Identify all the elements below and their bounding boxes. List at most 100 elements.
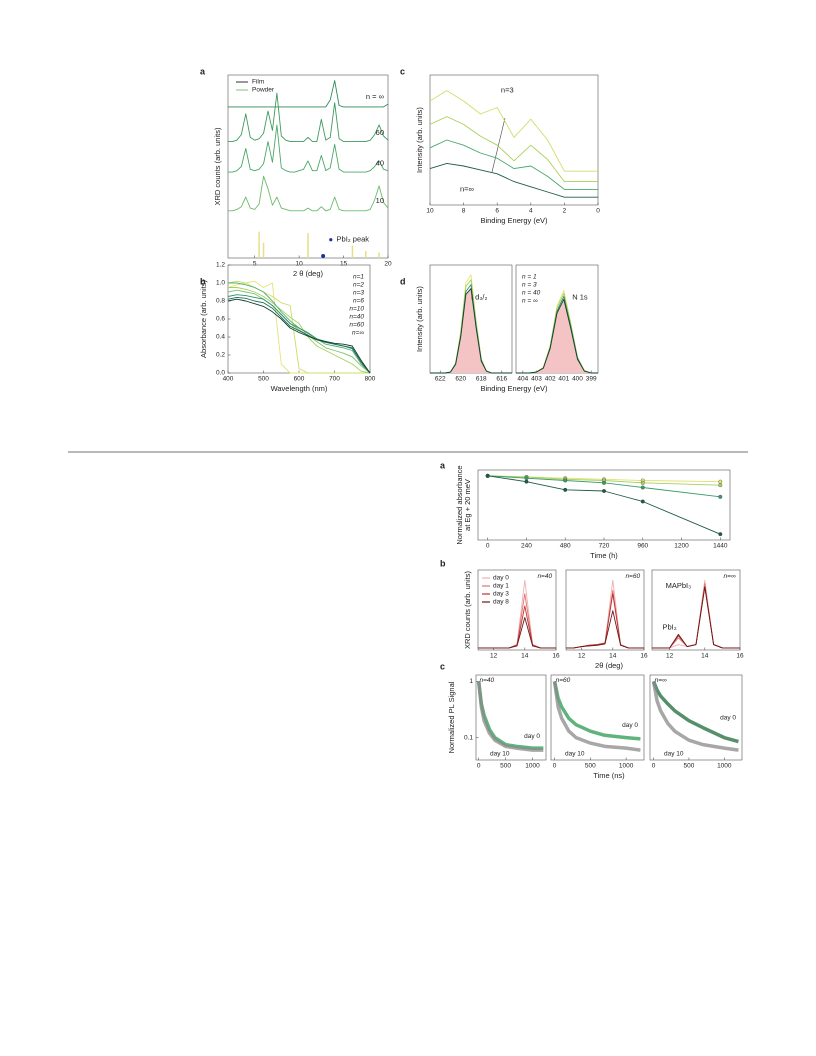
x-tick-label: 0	[553, 763, 557, 770]
x-tick-label: 4	[529, 208, 533, 215]
data-point	[640, 485, 645, 490]
x-tick-label: 20	[384, 261, 392, 268]
data-point	[524, 479, 529, 484]
y-tick-label: 0.4	[216, 334, 225, 341]
data-point	[602, 489, 606, 493]
data-point	[485, 473, 490, 478]
series-line	[476, 681, 544, 752]
data-point	[563, 478, 568, 483]
data-point	[524, 476, 529, 481]
legend-marker	[329, 238, 333, 242]
y-tick-label: 0.8	[216, 298, 225, 305]
data-point	[640, 499, 645, 504]
x-tick-label: 401	[558, 376, 569, 383]
x-tick-label: 6	[495, 208, 499, 215]
panel-letter: b	[440, 558, 446, 568]
annotation: I d₃/₂	[471, 292, 487, 301]
series-line	[651, 681, 739, 752]
y-tick-label: 1.2	[216, 262, 225, 269]
series-line	[429, 162, 598, 198]
x-tick-label: 14	[701, 653, 709, 660]
plot-frame	[550, 674, 645, 761]
y-axis-label: Intensity (arb. units)	[415, 107, 424, 173]
series-label: day 10	[490, 751, 510, 758]
x-tick-label: 622	[435, 376, 446, 383]
x-tick-label: 1000	[619, 763, 634, 770]
series-line	[228, 287, 371, 374]
x-tick-label: 1000	[717, 763, 732, 770]
panel-letter: c	[440, 661, 445, 671]
x-tick-label: 14	[521, 653, 529, 660]
y-axis-label: Intensity (arb. units)	[415, 286, 424, 352]
x-tick-label: 960	[637, 543, 648, 550]
series-label: 60	[376, 128, 384, 137]
series-line	[487, 475, 721, 486]
x-tick-label: 402	[545, 376, 556, 383]
series-line	[516, 298, 598, 374]
series-line	[651, 680, 739, 744]
y-axis-label: XRD counts (arb. units)	[213, 127, 222, 205]
subplot-title: n=∞	[724, 573, 736, 580]
x-tick-label: 403	[531, 376, 542, 383]
subplot-title: n=60	[625, 573, 640, 580]
x-tick-label: 16	[640, 653, 648, 660]
series-label: 10	[376, 196, 384, 205]
subplot-title: n=∞	[655, 677, 667, 684]
panel-letter: a	[200, 66, 206, 76]
legend-label: n=10	[349, 306, 364, 313]
x-tick-label: 500	[585, 763, 596, 770]
plot-frame	[429, 74, 599, 206]
series-line	[552, 681, 641, 752]
series-line	[228, 175, 389, 212]
series-label: 40	[376, 159, 384, 168]
legend-label: day 1	[493, 583, 509, 590]
series-line	[652, 586, 740, 649]
x-tick-label: 700	[329, 376, 340, 383]
series-line	[430, 288, 512, 374]
legend-label: n=40	[349, 314, 364, 321]
series-line	[429, 116, 598, 183]
series-line	[429, 139, 598, 190]
legend-label: day 0	[493, 575, 509, 582]
data-point	[718, 494, 723, 499]
annotation: N 1s	[572, 292, 588, 301]
data-point	[640, 480, 645, 485]
x-tick-label: 240	[521, 543, 532, 550]
annotation: n=∞	[460, 184, 474, 193]
y-axis-label: Normalized absorbance	[455, 465, 464, 544]
x-tick-label: 1200	[674, 543, 689, 550]
x-tick-label: 500	[258, 376, 269, 383]
data-point	[563, 487, 568, 492]
subplot-title: n=60	[556, 677, 571, 684]
x-tick-label: 1440	[713, 543, 728, 550]
y-tick-label: 1	[469, 678, 473, 685]
x-axis-label: Time (ns)	[593, 771, 625, 780]
x-tick-label: 2	[563, 208, 567, 215]
x-tick-label: 720	[599, 543, 610, 550]
x-tick-label: 12	[666, 653, 674, 660]
x-tick-label: 600	[294, 376, 305, 383]
x-axis-label: Time (h)	[590, 551, 618, 560]
x-axis-label: 2θ (deg)	[595, 661, 623, 670]
y-tick-label: 0.0	[216, 370, 225, 377]
x-tick-label: 14	[609, 653, 617, 660]
x-tick-label: 12	[490, 653, 498, 660]
x-tick-label: 399	[586, 376, 597, 383]
y-tick-label: 1.0	[216, 280, 225, 287]
y-tick-label: 0.2	[216, 352, 225, 359]
x-tick-label: 10	[426, 208, 434, 215]
series-line	[227, 298, 371, 374]
plot-frame	[477, 569, 557, 651]
x-tick-label: 400	[223, 376, 234, 383]
x-tick-label: 0	[652, 763, 656, 770]
x-tick-label: 1000	[525, 763, 540, 770]
legend-label: Film	[252, 79, 264, 86]
legend-label: n=60	[349, 322, 364, 329]
x-tick-label: 16	[736, 653, 744, 660]
x-tick-label: 8	[462, 208, 466, 215]
data-point	[718, 483, 723, 488]
y-axis-label: at Eg + 20 meV	[463, 479, 472, 531]
pointer-line	[491, 117, 506, 173]
